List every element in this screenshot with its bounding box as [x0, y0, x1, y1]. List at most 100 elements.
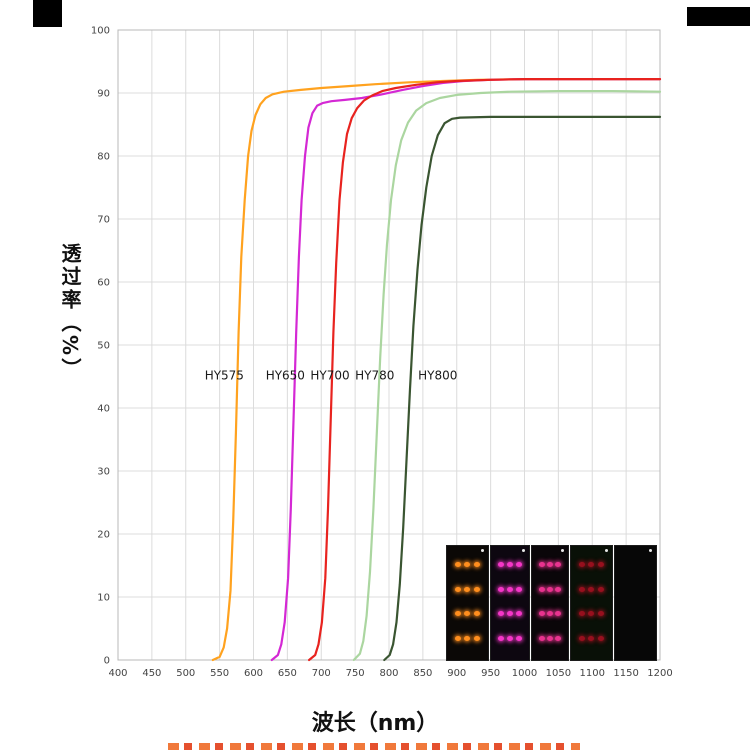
led-dot	[578, 636, 585, 642]
series-label-HY650: HY650	[266, 369, 305, 383]
series-HY780	[352, 90, 662, 662]
led-dot	[515, 586, 522, 592]
led-dot	[474, 611, 481, 617]
led-dot	[454, 611, 461, 617]
svg-text:20: 20	[97, 530, 110, 541]
led-dot	[474, 586, 481, 592]
led-dot-grid	[497, 552, 523, 651]
svg-text:700: 700	[312, 668, 331, 679]
led-dot	[464, 561, 471, 567]
led-dot	[515, 636, 522, 642]
led-dot	[588, 611, 595, 617]
led-dot	[578, 586, 585, 592]
svg-text:40: 40	[97, 404, 110, 415]
series-label-HY800: HY800	[418, 369, 457, 383]
led-dot	[547, 636, 553, 642]
led-dot	[498, 586, 505, 592]
corner-dot	[649, 549, 652, 552]
svg-text:600: 600	[244, 668, 263, 679]
svg-text:1200: 1200	[647, 668, 672, 679]
svg-text:90: 90	[97, 89, 110, 100]
corner-dot	[481, 549, 484, 552]
corner-dot	[522, 549, 525, 552]
led-dot	[454, 636, 461, 642]
svg-text:60: 60	[97, 278, 110, 289]
led-dot	[598, 586, 605, 592]
led-dot	[506, 611, 513, 617]
x-axis-title: 波长（nm）	[311, 711, 439, 736]
led-dot	[555, 561, 561, 567]
led-dot	[539, 561, 545, 567]
filter-sample-panel-4	[570, 545, 613, 661]
series-HY800	[383, 115, 662, 662]
led-dot-grid	[453, 552, 482, 651]
svg-text:70: 70	[97, 215, 110, 226]
svg-text:750: 750	[346, 668, 365, 679]
led-dot-grid	[538, 552, 562, 651]
led-dot	[464, 586, 471, 592]
led-dot	[555, 611, 561, 617]
svg-text:100: 100	[91, 26, 110, 37]
led-dot	[598, 561, 605, 567]
series-label-HY780: HY780	[355, 369, 394, 383]
top-right-crop-artifact	[687, 7, 750, 26]
svg-text:1000: 1000	[512, 668, 537, 679]
y-axis-title: 透过率（%）	[58, 243, 82, 382]
led-dot	[539, 636, 545, 642]
led-dot	[515, 611, 522, 617]
led-dot	[578, 561, 585, 567]
led-dot	[498, 611, 505, 617]
led-dot	[498, 561, 505, 567]
svg-text:850: 850	[413, 668, 432, 679]
svg-text:900: 900	[447, 668, 466, 679]
led-dot	[539, 586, 545, 592]
svg-text:550: 550	[210, 668, 229, 679]
cropped-caption-text	[168, 743, 580, 750]
led-dot	[474, 636, 481, 642]
corner-dot	[561, 549, 564, 552]
series-label-HY700: HY700	[310, 369, 349, 383]
led-dot	[474, 561, 481, 567]
led-dot	[555, 636, 561, 642]
svg-text:450: 450	[142, 668, 161, 679]
led-dot	[454, 586, 461, 592]
filter-samples-inset	[446, 545, 659, 661]
top-left-crop-artifact	[33, 0, 62, 27]
led-dot	[588, 636, 595, 642]
svg-text:650: 650	[278, 668, 297, 679]
led-dot	[547, 586, 553, 592]
filter-sample-panel-1	[446, 545, 489, 661]
svg-text:30: 30	[97, 467, 110, 478]
led-dot	[464, 636, 471, 642]
filter-sample-panel-3	[531, 545, 569, 661]
svg-text:80: 80	[97, 152, 110, 163]
led-dot-grid	[577, 552, 606, 651]
led-dot	[498, 636, 505, 642]
filter-sample-panel-2	[490, 545, 530, 661]
led-dot	[464, 611, 471, 617]
led-dot	[515, 561, 522, 567]
led-dot	[506, 586, 513, 592]
svg-text:950: 950	[481, 668, 500, 679]
led-dot	[598, 636, 605, 642]
svg-text:50: 50	[97, 341, 110, 352]
corner-dot	[605, 549, 608, 552]
svg-text:400: 400	[108, 668, 127, 679]
led-dot	[506, 561, 513, 567]
series-HY700	[308, 78, 662, 662]
svg-text:1100: 1100	[580, 668, 605, 679]
led-dot	[578, 611, 585, 617]
led-dot	[539, 611, 545, 617]
led-dot	[555, 586, 561, 592]
led-dot	[547, 611, 553, 617]
svg-text:0: 0	[104, 656, 110, 667]
led-dot	[588, 586, 595, 592]
svg-text:500: 500	[176, 668, 195, 679]
svg-text:10: 10	[97, 593, 110, 604]
led-dot	[506, 636, 513, 642]
led-dot	[547, 561, 553, 567]
svg-text:1050: 1050	[546, 668, 571, 679]
led-dot	[598, 611, 605, 617]
series-label-HY575: HY575	[205, 369, 244, 383]
series-HY575	[211, 78, 662, 662]
